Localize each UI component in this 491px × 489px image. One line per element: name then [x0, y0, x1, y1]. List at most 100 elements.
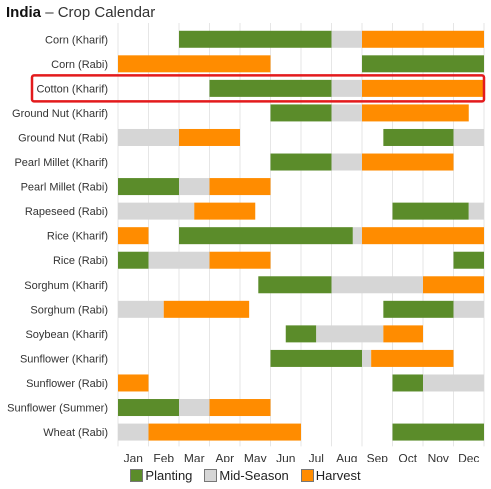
row-label-sunflower-kharif: Sunflower (Kharif) [20, 353, 108, 365]
bar-corn-kharif-mid-season [331, 30, 362, 48]
bar-sunflower-kharif-mid-season [362, 349, 372, 367]
bar-soybean-kharif-harvest [383, 325, 423, 343]
highlight-box [30, 74, 486, 103]
row-label-ground-nut-kharif: Ground Nut (Kharif) [12, 108, 108, 120]
bar-rapeseed-rabi-planting [392, 202, 469, 220]
bar-ground-nut-rabi-planting [383, 128, 454, 146]
bar-ground-nut-rabi-mid-season [118, 128, 179, 146]
bar-rice-rabi-mid-season [148, 251, 210, 269]
bar-corn-rabi-harvest [118, 55, 271, 73]
month-tick-label-nov: Nov [428, 451, 449, 462]
bar-rapeseed-rabi-mid-season [468, 202, 484, 220]
bar-corn-rabi-planting [362, 55, 484, 73]
bar-rice-kharif-harvest [362, 227, 484, 245]
row-label-rice-rabi: Rice (Rabi) [53, 255, 108, 267]
bar-sorghum-kharif-mid-season [331, 276, 423, 294]
bar-wheat-rabi-harvest [148, 423, 301, 441]
month-tick-label-mar: Mar [184, 451, 205, 462]
bar-rice-kharif-planting [179, 227, 353, 245]
bar-cotton-kharif-harvest [362, 79, 484, 97]
legend-label-planting: Planting [145, 468, 193, 483]
month-tick-label-oct: Oct [398, 451, 417, 462]
bar-sunflower-summer-planting [118, 399, 179, 417]
row-label-pearl-millet-kharif: Pearl Millet (Kharif) [14, 157, 108, 169]
bar-sorghum-rabi-mid-season [453, 300, 484, 318]
month-tick-label-dec: Dec [458, 451, 479, 462]
month-tick-label-jun: Jun [276, 451, 295, 462]
month-tick-label-aug: Aug [336, 451, 357, 462]
crop-calendar-chart: Corn (Kharif) Corn (Rabi) Cotton (Kharif) G… [7, 23, 486, 462]
bar-soybean-kharif-mid-season [316, 325, 384, 343]
bar-ground-nut-kharif-mid-season [331, 104, 362, 122]
bar-sorghum-kharif-planting [258, 276, 332, 294]
bar-sorghum-rabi-harvest [163, 300, 250, 318]
bar-sunflower-rabi-planting [392, 374, 423, 392]
bar-corn-kharif-harvest [362, 30, 484, 48]
row-label-cotton-kharif: Cotton (Kharif) [36, 83, 108, 95]
bar-pearl-millet-kharif-mid-season [331, 153, 362, 171]
bar-sunflower-rabi-mid-season [423, 374, 484, 392]
legend-label-harvest: Harvest [315, 468, 361, 483]
month-tick-label-jul: Jul [309, 451, 324, 462]
row-label-sorghum-rabi: Sorghum (Rabi) [30, 304, 108, 316]
legend-swatch-harvest [300, 469, 314, 482]
bar-sunflower-kharif-planting [270, 349, 362, 367]
bar-pearl-millet-rabi-mid-season [179, 178, 210, 196]
row-label-ground-nut-rabi: Ground Nut (Rabi) [18, 132, 108, 144]
row-label-sunflower-rabi: Sunflower (Rabi) [26, 378, 108, 390]
bar-wheat-rabi-mid-season [118, 423, 149, 441]
bar-sorghum-kharif-harvest [423, 276, 484, 294]
row-label-rice-kharif: Rice (Kharif) [47, 231, 108, 243]
month-tick-label-apr: Apr [215, 451, 234, 462]
row-label-sunflower-summer: Sunflower (Summer) [7, 403, 108, 415]
bar-rapeseed-rabi-harvest [194, 202, 256, 220]
bar-rice-rabi-planting [453, 251, 484, 269]
row-label-corn-rabi: Corn (Rabi) [51, 59, 108, 71]
bar-ground-nut-rabi-mid-season [453, 128, 484, 146]
legend-item-harvest[interactable]: Harvest [300, 468, 361, 483]
row-label-soybean-kharif: Soybean (Kharif) [25, 329, 108, 341]
bar-wheat-rabi-planting [392, 423, 484, 441]
legend-item-planting[interactable]: Planting [130, 468, 192, 483]
row-label-corn-kharif: Corn (Kharif) [45, 34, 108, 46]
row-label-rapeseed-rabi: Rapeseed (Rabi) [25, 206, 108, 218]
legend-swatch-mid-season [204, 469, 218, 482]
bar-rice-kharif-harvest [118, 227, 149, 245]
legend-item-mid-season[interactable]: Mid-Season [204, 468, 289, 483]
chart-legend: Planting Mid-Season Harvest [0, 468, 491, 483]
bar-sunflower-kharif-harvest [371, 349, 454, 367]
legend-swatch-planting [130, 469, 144, 482]
month-tick-label-sep: Sep [367, 451, 389, 462]
bar-cotton-kharif-planting [209, 79, 332, 97]
month-tick-label-jan: Jan [124, 451, 143, 462]
bar-rapeseed-rabi-mid-season [118, 202, 195, 220]
bar-pearl-millet-rabi-harvest [209, 178, 271, 196]
title-country: India [6, 4, 42, 21]
bar-rice-kharif-mid-season [352, 227, 362, 245]
bar-sunflower-rabi-harvest [118, 374, 149, 392]
bar-pearl-millet-kharif-planting [270, 153, 332, 171]
bar-cotton-kharif-mid-season [331, 79, 362, 97]
bar-ground-nut-kharif-harvest [362, 104, 469, 122]
bar-sorghum-rabi-mid-season [118, 300, 164, 318]
row-label-pearl-millet-rabi: Pearl Millet (Rabi) [21, 182, 108, 194]
bar-rice-rabi-harvest [209, 251, 271, 269]
bar-pearl-millet-kharif-harvest [362, 153, 454, 171]
bar-soybean-kharif-planting [285, 325, 317, 343]
legend-label-mid-season: Mid-Season [219, 468, 289, 483]
bar-pearl-millet-rabi-planting [118, 178, 179, 196]
bar-sunflower-summer-harvest [209, 399, 271, 417]
bar-sorghum-rabi-planting [383, 300, 454, 318]
title-subtitle: Crop Calendar [57, 4, 156, 21]
bar-ground-nut-kharif-planting [270, 104, 332, 122]
bar-rice-rabi-planting [118, 251, 149, 269]
row-label-wheat-rabi: Wheat (Rabi) [43, 427, 108, 439]
month-tick-label-may: May [244, 451, 267, 462]
bar-sunflower-summer-mid-season [179, 399, 210, 417]
title-separator: – [45, 4, 54, 21]
bar-corn-kharif-planting [179, 30, 332, 48]
chart-title: India – Crop Calendar [6, 4, 155, 21]
row-label-sorghum-kharif: Sorghum (Kharif) [24, 280, 108, 292]
bar-ground-nut-rabi-harvest [179, 128, 240, 146]
month-tick-label-feb: Feb [153, 451, 174, 462]
